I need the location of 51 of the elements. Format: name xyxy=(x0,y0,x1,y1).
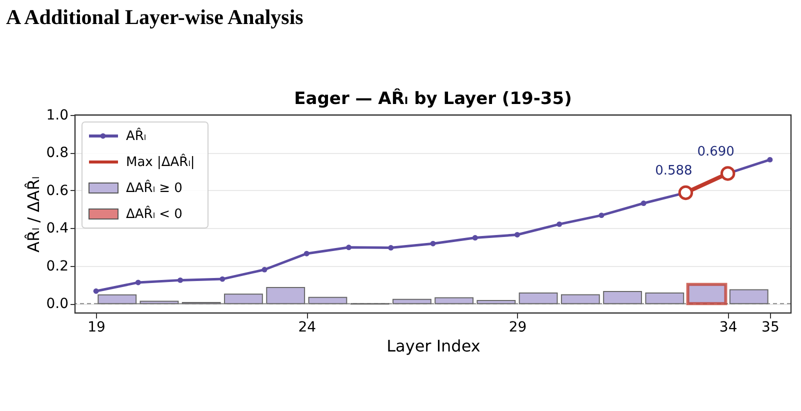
point xyxy=(678,185,694,200)
bar xyxy=(434,297,474,304)
x-tick-label: 24 xyxy=(298,320,316,336)
bar xyxy=(98,294,137,304)
bar xyxy=(224,294,263,304)
point xyxy=(304,250,310,256)
y-tick-label: 0.2 xyxy=(46,258,68,274)
point xyxy=(514,232,520,238)
point xyxy=(472,235,478,240)
text: A Additional Layer-wise Analysis xyxy=(6,5,304,29)
x-tick-label: 34 xyxy=(719,320,738,336)
bar xyxy=(308,296,348,304)
point xyxy=(135,280,141,286)
bar xyxy=(645,292,684,304)
legend-label: ΔAR̂ₗ < 0 xyxy=(126,206,182,222)
y-tick-label: 0.4 xyxy=(46,220,69,237)
point xyxy=(720,166,736,181)
y-tick-label: 0.6 xyxy=(46,182,69,199)
bar xyxy=(603,291,642,304)
y-tick-label: 1.0 xyxy=(46,108,68,124)
point xyxy=(430,240,436,246)
point xyxy=(346,244,352,250)
bar xyxy=(476,300,516,304)
x-tick-label: 19 xyxy=(88,320,106,336)
point xyxy=(220,276,226,282)
y-tick-label: 0.8 xyxy=(46,145,68,162)
point xyxy=(556,221,562,227)
data-label: 0.588 xyxy=(655,164,692,179)
bar xyxy=(140,300,179,304)
x-axis-title: Layer Index xyxy=(386,336,480,356)
x-tick-label: 35 xyxy=(762,320,780,336)
point xyxy=(388,245,394,250)
point xyxy=(767,156,773,162)
x-tick-label: 29 xyxy=(508,320,527,336)
y-tick-label: 0.0 xyxy=(46,296,68,312)
point xyxy=(93,288,99,294)
bar xyxy=(266,287,306,304)
legend-label: AR̂ₗ xyxy=(126,128,146,144)
bar xyxy=(518,292,558,304)
bar xyxy=(392,298,432,304)
legend-label: ΔAR̂ₗ ≥ 0 xyxy=(126,180,182,196)
legend-label: Max |ΔAR̂ₗ| xyxy=(126,154,195,170)
point xyxy=(640,200,646,206)
y-axis-title: AR̂ₗ / ΔAR̂ₗ xyxy=(24,176,44,252)
bar xyxy=(560,294,600,304)
data-label: 0.690 xyxy=(697,144,734,160)
bar xyxy=(729,289,768,304)
point xyxy=(178,277,184,283)
point xyxy=(598,212,604,218)
point xyxy=(262,266,268,272)
chart-title: Eager — AR̂ₗ by Layer (19-35) xyxy=(294,88,572,109)
